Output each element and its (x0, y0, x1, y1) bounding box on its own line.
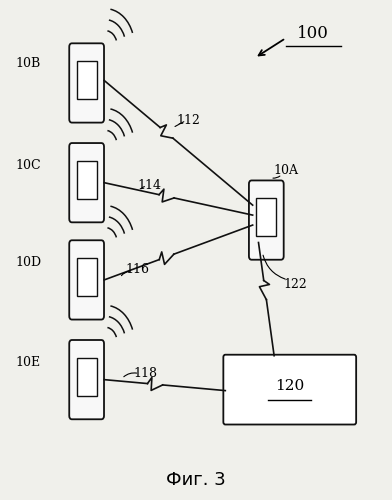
Text: Фиг. 3: Фиг. 3 (166, 472, 226, 490)
Text: 10D: 10D (15, 256, 41, 269)
Text: 114: 114 (137, 178, 161, 192)
Text: 116: 116 (125, 264, 149, 276)
Text: 10A: 10A (273, 164, 298, 176)
Bar (77, 161, 96, 198)
FancyBboxPatch shape (69, 340, 104, 419)
Bar (77, 258, 96, 296)
Bar (77, 358, 96, 396)
FancyBboxPatch shape (223, 354, 356, 424)
FancyBboxPatch shape (69, 143, 104, 222)
Text: 10C: 10C (15, 158, 41, 172)
Bar (77, 62, 96, 99)
Text: 10E: 10E (15, 356, 41, 368)
FancyBboxPatch shape (69, 44, 104, 122)
Text: 112: 112 (176, 114, 200, 127)
FancyBboxPatch shape (69, 240, 104, 320)
Text: 122: 122 (284, 278, 307, 291)
FancyBboxPatch shape (249, 180, 284, 260)
Text: 100: 100 (297, 24, 329, 42)
Bar (256, 198, 276, 236)
Text: 120: 120 (275, 378, 304, 392)
Text: 118: 118 (133, 366, 157, 380)
Text: 10B: 10B (15, 56, 41, 70)
